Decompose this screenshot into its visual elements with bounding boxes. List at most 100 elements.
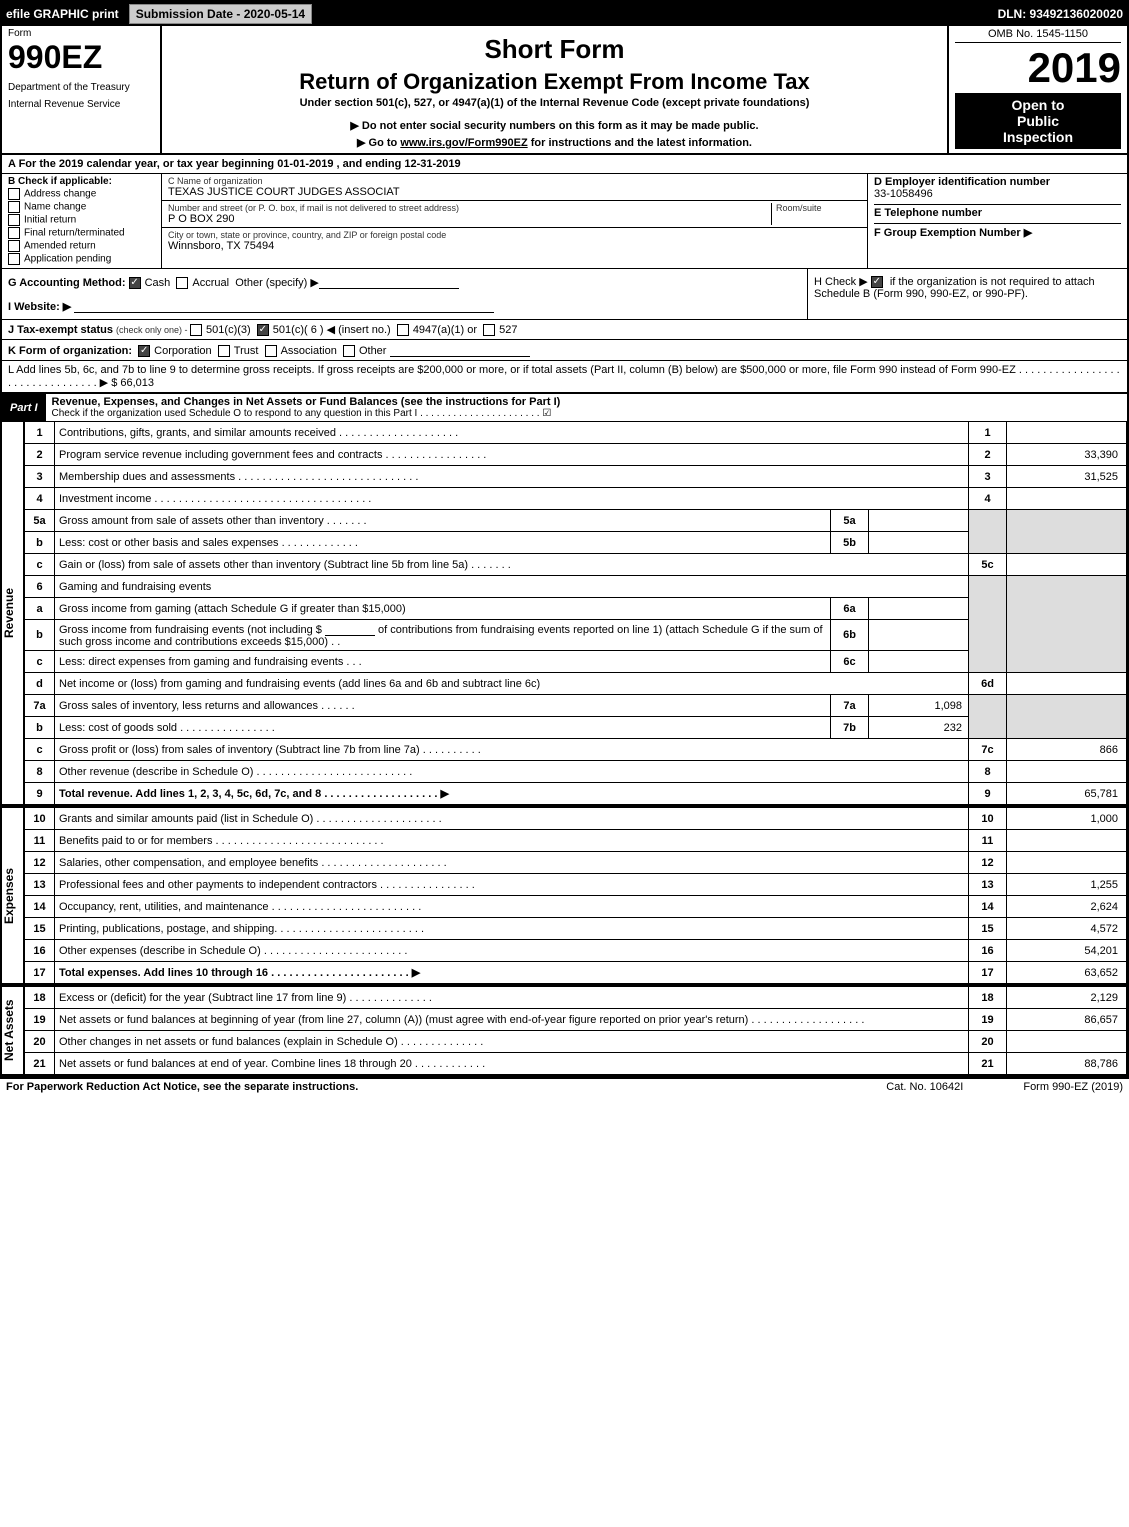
street-row: Number and street (or P. O. box, if mail… <box>162 201 867 228</box>
goto-notice: ▶ Go to www.irs.gov/Form990EZ for instru… <box>170 136 939 149</box>
line-1: 1Contributions, gifts, grants, and simil… <box>25 422 1127 444</box>
submission-date-button[interactable]: Submission Date - 2020-05-14 <box>129 4 312 24</box>
form-990ez: efile GRAPHIC print Submission Date - 20… <box>0 0 1129 1079</box>
dln-label: DLN: 93492136020020 <box>998 7 1123 21</box>
ein-value: 33-1058496 <box>874 188 1121 200</box>
g-label: G Accounting Method: <box>8 277 126 289</box>
line-11: 11Benefits paid to or for members . . . … <box>25 830 1127 852</box>
page-footer: For Paperwork Reduction Act Notice, see … <box>0 1079 1129 1095</box>
line-6c: cLess: direct expenses from gaming and f… <box>25 651 1127 673</box>
line-13: 13Professional fees and other payments t… <box>25 874 1127 896</box>
g-h-row: G Accounting Method: ✓Cash Accrual Other… <box>2 269 1127 320</box>
cb-application-pending[interactable]: Application pending <box>8 253 155 265</box>
org-info-block: B Check if applicable: Address change Na… <box>2 174 1127 269</box>
tax-year: 2019 <box>955 47 1121 89</box>
header-right: OMB No. 1545-1150 2019 Open to Public In… <box>947 26 1127 153</box>
line-7b: bLess: cost of goods sold . . . . . . . … <box>25 717 1127 739</box>
under-section: Under section 501(c), 527, or 4947(a)(1)… <box>170 97 939 109</box>
g-other-input[interactable] <box>319 275 459 289</box>
line-17: 17Total expenses. Add lines 10 through 1… <box>25 962 1127 984</box>
open-line3: Inspection <box>959 129 1117 145</box>
form-id-footer: Form 990-EZ (2019) <box>1023 1081 1123 1093</box>
line-4: 4Investment income . . . . . . . . . . .… <box>25 488 1127 510</box>
line-6d: dNet income or (loss) from gaming and fu… <box>25 673 1127 695</box>
department-label: Department of the Treasury <box>8 82 154 93</box>
website-input[interactable] <box>74 299 494 313</box>
g-other: Other (specify) ▶ <box>235 277 319 289</box>
form-header: Form 990EZ Department of the Treasury In… <box>2 26 1127 155</box>
6b-contrib-amount[interactable] <box>325 622 375 636</box>
line-14: 14Occupancy, rent, utilities, and mainte… <box>25 896 1127 918</box>
part-1-tag: Part I <box>2 400 46 416</box>
cb-501c3[interactable] <box>190 324 202 336</box>
cb-final-return[interactable]: Final return/terminated <box>8 227 155 239</box>
cb-amended-return[interactable]: Amended return <box>8 240 155 252</box>
cb-accrual[interactable] <box>176 277 188 289</box>
net-assets-side-label: Net Assets <box>2 986 24 1075</box>
cb-name-change[interactable]: Name change <box>8 201 155 213</box>
cb-address-change[interactable]: Address change <box>8 188 155 200</box>
cb-association[interactable] <box>265 345 277 357</box>
paperwork-notice: For Paperwork Reduction Act Notice, see … <box>6 1081 358 1093</box>
revenue-section: Revenue 1Contributions, gifts, grants, a… <box>2 421 1127 807</box>
main-title: Return of Organization Exempt From Incom… <box>170 69 939 95</box>
header-left: Form 990EZ Department of the Treasury In… <box>2 26 162 153</box>
other-org-input[interactable] <box>390 343 530 357</box>
part-1-subtitle: Check if the organization used Schedule … <box>52 408 1121 419</box>
line-6: 6Gaming and fundraising events <box>25 576 1127 598</box>
net-assets-section: Net Assets 18Excess or (deficit) for the… <box>2 986 1127 1077</box>
box-def: D Employer identification number 33-1058… <box>867 174 1127 268</box>
line-6b: bGross income from fundraising events (n… <box>25 620 1127 651</box>
line-5c: cGain or (loss) from sale of assets othe… <box>25 554 1127 576</box>
cb-527[interactable] <box>483 324 495 336</box>
j-hint: (check only one) - <box>116 325 190 335</box>
form-number: 990EZ <box>8 39 154 76</box>
goto-prefix: ▶ Go to <box>357 137 400 149</box>
line-10: 10Grants and similar amounts paid (list … <box>25 808 1127 830</box>
irs-label: Internal Revenue Service <box>8 99 154 110</box>
cb-4947a1[interactable] <box>397 324 409 336</box>
box-b-heading: B Check if applicable: <box>8 176 155 187</box>
header-center: Short Form Return of Organization Exempt… <box>162 26 947 153</box>
cb-initial-return[interactable]: Initial return <box>8 214 155 226</box>
room-label: Room/suite <box>776 203 861 213</box>
cb-schedule-b-not-required[interactable]: ✓ <box>871 276 883 288</box>
city-label: City or town, state or province, country… <box>168 230 861 240</box>
line-7a: 7aGross sales of inventory, less returns… <box>25 695 1127 717</box>
cb-501c[interactable]: ✓ <box>257 324 269 336</box>
form-word: Form <box>8 28 154 39</box>
cb-other-org[interactable] <box>343 345 355 357</box>
h-prefix: H Check ▶ <box>814 276 871 288</box>
box-c: C Name of organization TEXAS JUSTICE COU… <box>162 174 867 268</box>
line-16: 16Other expenses (describe in Schedule O… <box>25 940 1127 962</box>
city-row: City or town, state or province, country… <box>162 228 867 254</box>
cb-cash[interactable]: ✓ <box>129 277 141 289</box>
line-6a: aGross income from gaming (attach Schedu… <box>25 598 1127 620</box>
line-8: 8Other revenue (describe in Schedule O) … <box>25 761 1127 783</box>
line-5b: bLess: cost or other basis and sales exp… <box>25 532 1127 554</box>
line-20: 20Other changes in net assets or fund ba… <box>25 1031 1127 1053</box>
j-label: J Tax-exempt status <box>8 324 113 336</box>
line-18: 18Excess or (deficit) for the year (Subt… <box>25 987 1127 1009</box>
line-21: 21Net assets or fund balances at end of … <box>25 1053 1127 1075</box>
part-1-header: Part I Revenue, Expenses, and Changes in… <box>2 394 1127 421</box>
omb-number: OMB No. 1545-1150 <box>955 28 1121 43</box>
revenue-side-label: Revenue <box>2 421 24 805</box>
cb-trust[interactable] <box>218 345 230 357</box>
tax-period-line: A For the 2019 calendar year, or tax yea… <box>2 155 1127 174</box>
irs-link[interactable]: www.irs.gov/Form990EZ <box>400 137 527 149</box>
phone-label: E Telephone number <box>874 204 1121 219</box>
efile-label: efile GRAPHIC print <box>6 7 119 21</box>
street-label: Number and street (or P. O. box, if mail… <box>168 203 771 213</box>
line-7c: cGross profit or (loss) from sales of in… <box>25 739 1127 761</box>
line-9: 9Total revenue. Add lines 1, 2, 3, 4, 5c… <box>25 783 1127 805</box>
revenue-table: 1Contributions, gifts, grants, and simil… <box>24 421 1127 805</box>
open-to-public: Open to Public Inspection <box>955 93 1121 149</box>
line-j: J Tax-exempt status (check only one) - 5… <box>2 320 1127 340</box>
street-value: P O BOX 290 <box>168 213 771 225</box>
cb-corporation[interactable]: ✓ <box>138 345 150 357</box>
org-name-label: C Name of organization <box>168 176 861 186</box>
ein-label: D Employer identification number <box>874 176 1121 188</box>
line-12: 12Salaries, other compensation, and empl… <box>25 852 1127 874</box>
catalog-number: Cat. No. 10642I <box>886 1081 963 1093</box>
